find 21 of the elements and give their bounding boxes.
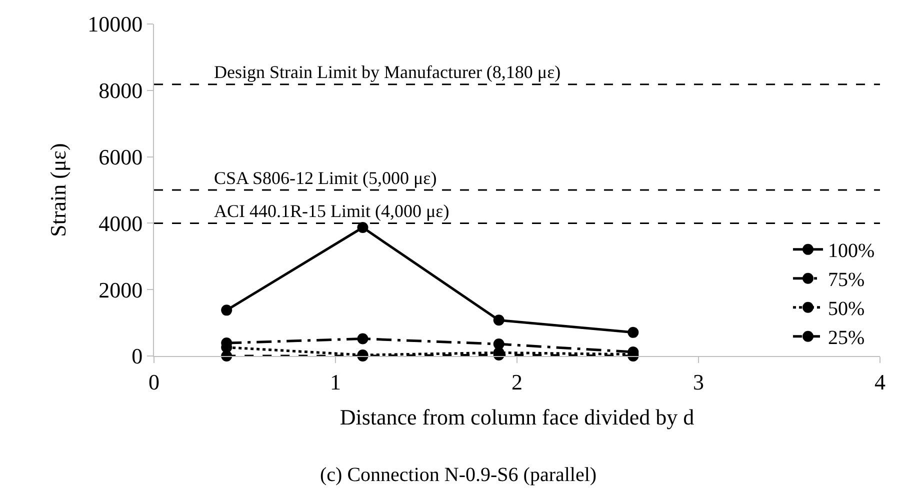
legend-label: 75% (828, 269, 865, 292)
x-axis-title: Distance from column face divided by d (340, 404, 694, 430)
ref-line-label: Design Strain Limit by Manufacturer (8,180 με) (214, 62, 561, 82)
x-tick-label: 4 (874, 369, 886, 394)
x-tick-label: 3 (693, 369, 704, 394)
ref-line-label: CSA S806-12 Limit (5,000 με) (214, 168, 437, 188)
x-tick-label: 0 (148, 369, 160, 394)
y-tick-label: 6000 (98, 144, 143, 170)
ref-line-label: ACI 440.1R-15 Limit (4,000 με) (214, 201, 450, 221)
x-tick-label: 2 (512, 369, 522, 394)
y-tick-label: 0 (132, 344, 143, 369)
legend-label: 100% (828, 240, 875, 262)
y-tick-label: 4000 (98, 210, 143, 236)
legend-label: 25% (828, 327, 865, 350)
text: (c) Connection N-0.9-S6 (parallel) (320, 464, 597, 486)
y-tick-label: 10000 (88, 12, 143, 37)
x-tick-label: 1 (330, 369, 341, 394)
y-tick-label: 8000 (98, 78, 143, 104)
legend-label: 50% (828, 298, 865, 320)
y-axis-title: Strain (με) (45, 143, 70, 237)
y-tick-label: 2000 (98, 277, 143, 302)
